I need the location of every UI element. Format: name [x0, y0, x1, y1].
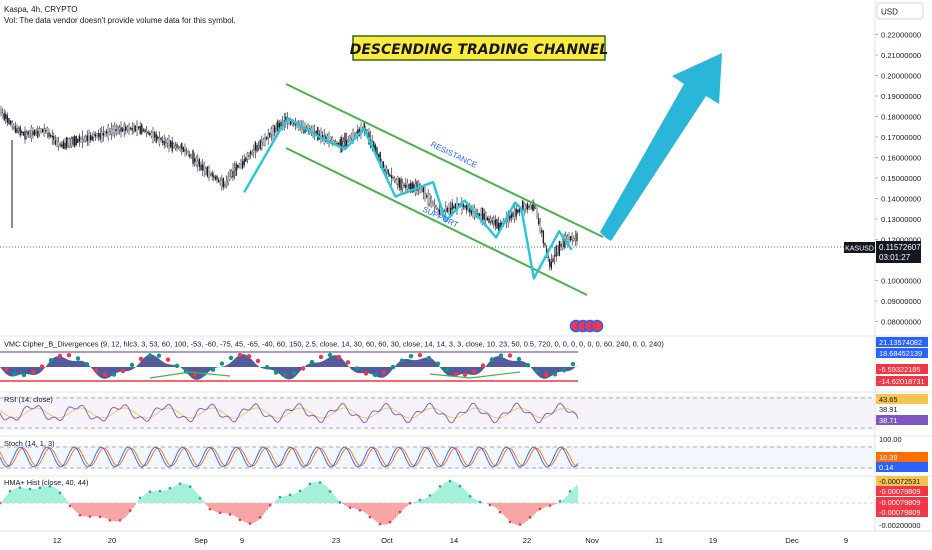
economic-event-icons[interactable]: [569, 319, 604, 333]
time-tick-label: Sep: [194, 536, 208, 545]
time-tick-label: 9: [240, 536, 244, 545]
time-tick-label: 23: [332, 536, 340, 545]
indicator-value: -6.59322185: [879, 365, 921, 374]
price-tick-label: 0.22000000: [881, 31, 921, 40]
vmc-label[interactable]: VMC Cipher_B_Divergences (9, 12, hlc3, 3…: [4, 340, 664, 349]
indicator-value: 38.91: [879, 405, 898, 414]
price-tick-label: 0.15000000: [881, 174, 921, 183]
price-tick-label: 0.12000000: [881, 236, 921, 245]
indicator-value: -0.00079809: [879, 498, 921, 507]
indicator-value: -0.00072531: [879, 477, 921, 486]
time-axis[interactable]: 12 20 Sep 9 23 Oct 14 22 Nov 11 19 Dec 9: [53, 536, 848, 545]
hma-label[interactable]: HMA+ Hist (close, 40, 44): [4, 478, 88, 487]
title-banner-text: DESCENDING TRADING CHANNEL: [350, 42, 609, 58]
price-tick-label: 0.13000000: [881, 215, 921, 224]
indicator-value: 38.71: [879, 416, 898, 425]
time-tick-label: Nov: [585, 536, 599, 545]
indicator-value: -0.00079809: [879, 487, 921, 496]
last-price-tag: KASUSD 0.11572607 03:01:27: [844, 241, 921, 263]
time-tick-label: Dec: [785, 536, 799, 545]
currency-label: USD: [881, 8, 898, 17]
resistance-channel-line: [285, 83, 604, 238]
last-price-value: 0.11572607: [879, 243, 921, 252]
price-tick-label: 0.17000000: [881, 133, 921, 142]
indicator-value-tags: 21.13574082 18.68452139 -6.59322185 -14.620…: [876, 337, 928, 530]
indicator-value: -0.00079809: [879, 508, 921, 517]
zigzag-line: [243, 117, 573, 280]
price-tick-label: 0.14000000: [881, 195, 921, 204]
time-tick-label: 12: [53, 536, 61, 545]
time-tick-label: 20: [108, 536, 116, 545]
rsi-label[interactable]: RSI (14, close): [4, 395, 53, 404]
indicator-value: 18.68452139: [879, 349, 922, 358]
indicator-value: 43.65: [879, 395, 898, 404]
indicator-value: 21.13574082: [879, 338, 922, 347]
indicator-value: 100.00: [879, 435, 902, 444]
indicator-value: 0.14: [879, 463, 893, 472]
price-tick-label: 0.08000000: [881, 318, 921, 327]
price-tick-label: 0.10000000: [881, 277, 921, 286]
price-scale[interactable]: 0.22000000 0.21000000 0.20000000 0.19000000…: [875, 31, 921, 327]
title-banner: DESCENDING TRADING CHANNEL: [350, 35, 609, 61]
symbol-title[interactable]: Kaspa, 4h, CRYPTO: [4, 5, 78, 14]
time-tick-label: 22: [523, 536, 531, 545]
price-tick-label: 0.16000000: [881, 154, 921, 163]
indicator-value: -14.62018731: [879, 377, 925, 386]
price-tick-label: 0.19000000: [881, 92, 921, 101]
stoch-pane: [0, 446, 579, 468]
stoch-label[interactable]: Stoch (14, 1, 3): [4, 439, 55, 448]
price-tick-label: 0.21000000: [881, 51, 921, 60]
time-tick-label: Oct: [381, 536, 394, 545]
price-tick-label: 0.09000000: [881, 297, 921, 306]
vmc-cipher-pane: [0, 351, 578, 382]
last-price-symbol: KASUSD: [845, 246, 874, 253]
pane-backgrounds: [0, 0, 932, 532]
price-tick-label: 0.18000000: [881, 113, 921, 122]
price-tick-label: 0.20000000: [881, 72, 921, 81]
time-tick-label: 19: [709, 536, 717, 545]
price-candles: [0, 105, 578, 271]
currency-button[interactable]: USD: [876, 2, 924, 20]
projection-arrow: [600, 53, 722, 241]
time-tick-label: 11: [655, 536, 663, 545]
time-tick-label: 14: [450, 536, 458, 545]
rsi-pane: [0, 402, 579, 424]
bar-countdown: 03:01:27: [879, 253, 911, 262]
hma-hist-pane: [0, 479, 578, 526]
support-channel-line: [285, 147, 588, 296]
indicator-value: -0.00200000: [879, 521, 921, 530]
volume-note: Vol: The data vendor doesn't provide vol…: [4, 16, 236, 25]
time-tick-label: 9: [844, 536, 848, 545]
indicator-value: 10.39: [879, 453, 898, 462]
